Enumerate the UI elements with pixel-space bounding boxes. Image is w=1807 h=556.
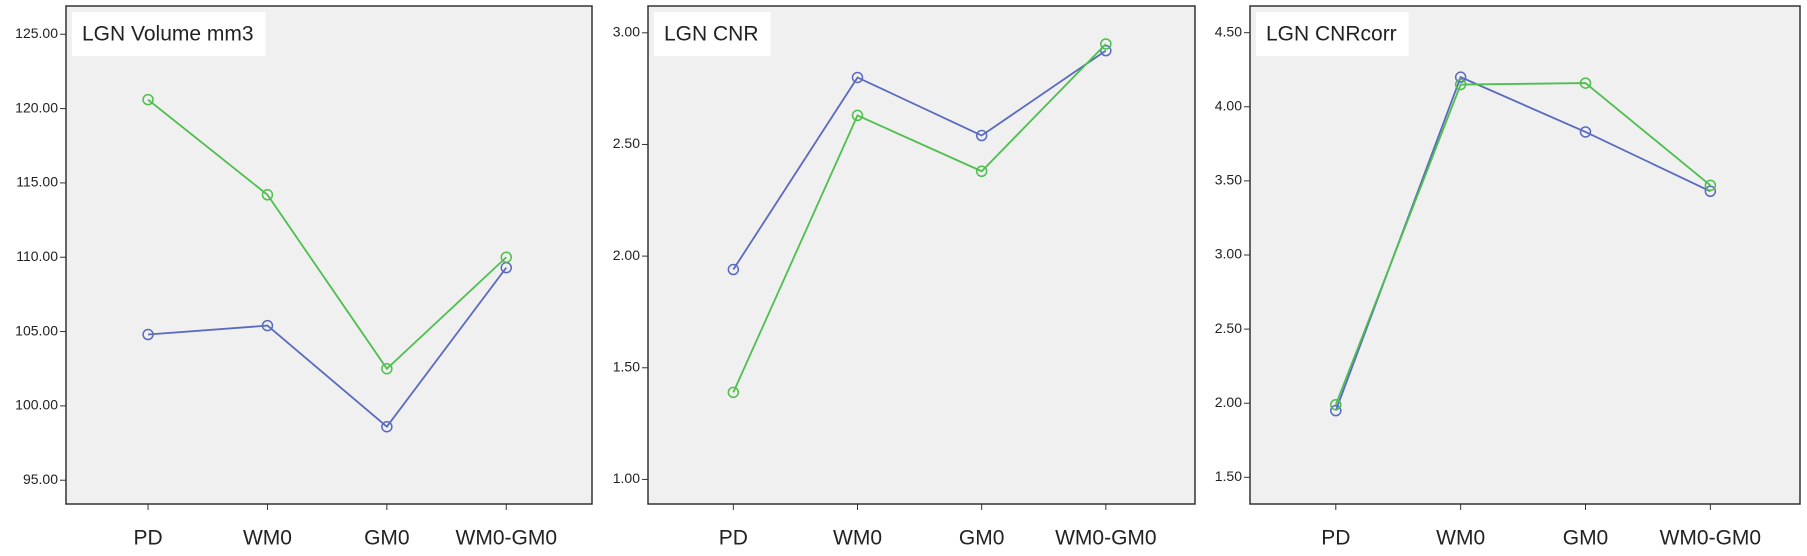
y-tick-label: 3.00 [1215,246,1242,262]
point-marker [381,420,393,433]
point-marker [851,71,864,84]
y-tick-label: 105.00 [15,322,58,338]
y-tick-label: 125.00 [15,25,58,41]
y-tick-label: 2.50 [1215,320,1242,336]
y-tick-label: 4.50 [1215,23,1242,39]
point-marker [1100,44,1112,57]
series-line [147,98,507,371]
y-tick-label: 2.00 [1215,394,1242,410]
x-tick-label: PD [1321,527,1350,550]
title-box [654,12,771,56]
point-marker [1454,78,1467,91]
plot-area [647,5,1196,505]
point-marker [1704,179,1717,192]
chart-title: LGN CNRcorr [1266,23,1397,46]
title-box [1256,12,1409,56]
y-tick-label: 115.00 [16,174,58,190]
y-tick-label: 110.00 [16,248,58,264]
y-tick-label: 95.00 [23,471,58,487]
y-tick-label: 1.50 [1215,468,1242,484]
y-tick-label: 3.00 [613,24,640,40]
x-tick-label: GM0 [1563,527,1609,550]
x-tick-label: GM0 [364,527,410,550]
x-tick-label: WM0 [243,527,292,550]
y-tick-label: 120.00 [15,99,58,115]
point-marker [500,251,513,263]
point-marker [142,328,154,341]
point-marker [261,189,274,201]
chart-title: LGN CNR [664,23,759,46]
x-tick-label: WM0 [1436,527,1485,550]
chart-title: LGN Volume mm3 [82,23,254,46]
x-tick-label: GM0 [959,527,1005,550]
point-marker [1330,404,1342,417]
point-marker [1100,38,1112,50]
x-tick-label: PD [133,527,162,550]
x-tick-label: WM0-GM0 [456,527,558,550]
point-marker [1330,398,1342,411]
y-tick-label: 2.50 [613,135,640,151]
chart-panel: 1.00 1.50 2.00 2.50 3.00 PD WM0 GM0 WM0-GM0 LGN C… [613,5,1196,550]
point-marker [1704,185,1717,198]
point-marker [1454,71,1467,83]
point-marker [142,93,154,106]
series-line [1334,82,1711,406]
point-marker [727,263,740,276]
plot-area [65,5,593,505]
y-tick-label: 3.50 [1215,172,1242,188]
series-line [732,43,1107,393]
y-tick-label: 2.00 [613,247,640,263]
point-marker [727,386,740,399]
x-tick-label: WM0 [833,527,882,550]
point-marker [261,319,274,332]
point-marker [1579,126,1592,138]
x-tick-label: WM0-GM0 [1660,527,1762,550]
y-tick-label: 4.00 [1215,97,1242,113]
title-box [72,12,266,56]
y-tick-label: 1.50 [613,358,640,374]
point-marker [381,362,393,375]
chart-panel: 1.50 2.00 2.50 3.00 3.50 4.00 4.50 PD WM0 GM0 WM0-… [1215,5,1801,550]
series-line [147,267,507,429]
point-marker [851,109,864,122]
point-marker [975,129,988,142]
series-line [732,49,1107,271]
plot-area [1249,5,1801,505]
point-marker [975,165,988,178]
point-marker [1579,77,1592,89]
y-tick-label: 100.00 [15,397,58,413]
y-tick-label: 1.00 [613,470,640,486]
chart-panel: 95.00 100.00 105.00 110.00 115.00 120.00 125.0… [15,5,593,550]
x-tick-label: PD [719,527,748,550]
x-tick-label: WM0-GM0 [1055,527,1157,550]
